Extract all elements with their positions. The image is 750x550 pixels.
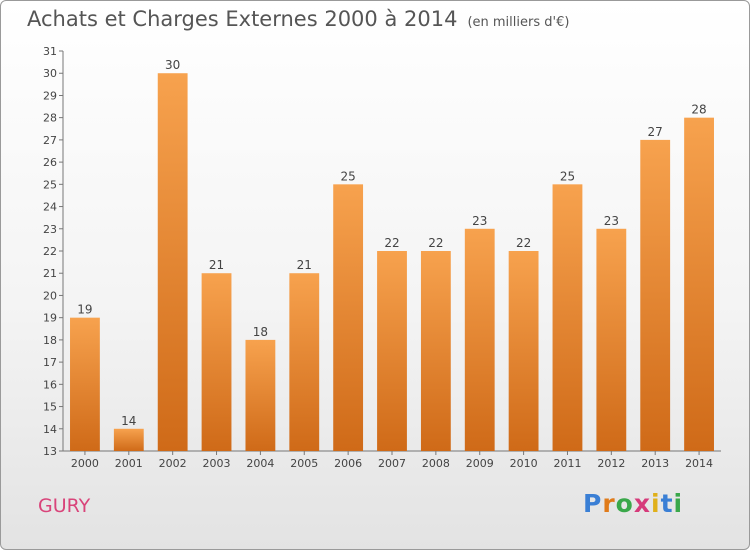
data-label: 21 [297, 258, 312, 272]
y-tick-label: 27 [43, 134, 57, 147]
x-tick-label: 2005 [290, 457, 318, 470]
logo-letter: i [673, 489, 684, 518]
logo-letter: x [633, 489, 651, 518]
bar [596, 228, 627, 451]
x-tick-label: 2014 [685, 457, 713, 470]
data-label: 18 [253, 325, 268, 339]
bar [552, 184, 583, 452]
data-label: 23 [604, 214, 619, 228]
logo-letter: i [651, 489, 661, 518]
data-label: 21 [209, 258, 224, 272]
data-label: 28 [691, 103, 706, 117]
logo-letter: r [602, 489, 616, 518]
bar [113, 428, 144, 451]
y-tick-label: 24 [43, 201, 57, 214]
data-label: 22 [384, 236, 399, 250]
y-tick-label: 29 [43, 89, 57, 102]
data-label: 25 [340, 169, 355, 183]
y-tick-label: 18 [43, 334, 57, 347]
x-tick-label: 2010 [510, 457, 538, 470]
y-tick-label: 20 [43, 289, 57, 302]
y-tick-label: 13 [43, 445, 57, 458]
x-tick-label: 2009 [466, 457, 494, 470]
data-label: 19 [77, 303, 92, 317]
bar [70, 317, 100, 451]
x-tick-label: 2006 [334, 457, 362, 470]
data-label: 14 [121, 414, 136, 428]
bar [245, 339, 276, 451]
y-tick-label: 26 [43, 156, 57, 169]
x-tick-label: 2000 [71, 457, 99, 470]
y-tick-label: 14 [43, 423, 57, 436]
y-tick-label: 23 [43, 223, 57, 236]
y-tick-label: 22 [43, 245, 57, 258]
y-tick-label: 28 [43, 112, 57, 125]
logo-letter: o [615, 489, 634, 518]
chart-title: Achats et Charges Externes 2000 à 2014 (e… [27, 7, 569, 31]
bar [377, 251, 407, 451]
x-axis: 2000 2001 2002 2003 2004 2005 2006 2007 2008 2009… [63, 450, 721, 470]
bar [333, 184, 364, 452]
data-label: 23 [472, 214, 487, 228]
y-axis: 13 14 15 16 17 18 19 20 21 22 23 24 25 26 27 28 29 30 31 [43, 45, 64, 458]
data-label: 27 [648, 125, 663, 139]
data-label: 22 [428, 236, 443, 250]
data-label: 25 [560, 169, 575, 183]
y-tick-label: 17 [43, 356, 57, 369]
data-labels: 19 14 30 21 18 21 25 22 22 23 22 25 23 27 28 [77, 58, 706, 428]
chart-title-text: Achats et Charges Externes 2000 à 2014 [27, 7, 458, 31]
y-tick-label: 19 [43, 312, 57, 325]
bar [289, 273, 320, 451]
y-tick-label: 31 [43, 45, 57, 58]
x-tick-label: 2013 [641, 457, 669, 470]
commune-name: GURY [38, 495, 91, 517]
data-label: 22 [516, 236, 531, 250]
x-tick-label: 2002 [159, 457, 187, 470]
y-tick-label: 30 [43, 67, 57, 80]
x-tick-label: 2003 [203, 457, 231, 470]
y-tick-label: 21 [43, 267, 57, 280]
x-tick-label: 2001 [115, 457, 143, 470]
data-label: 30 [165, 58, 180, 72]
bars [70, 73, 714, 452]
bar [201, 273, 232, 451]
proxiti-logo[interactable]: Proxiti [583, 489, 683, 518]
bar [464, 228, 495, 451]
y-tick-label: 15 [43, 401, 57, 414]
bar [420, 251, 451, 451]
y-tick-label: 16 [43, 378, 57, 391]
logo-letter: P [583, 489, 603, 518]
bar [640, 139, 671, 451]
x-tick-label: 2012 [597, 457, 625, 470]
chart-subtitle: (en milliers d'€) [467, 15, 570, 30]
x-tick-label: 2008 [422, 457, 450, 470]
x-tick-label: 2004 [246, 457, 274, 470]
bar [508, 251, 539, 451]
logo-letter: t [660, 489, 674, 518]
x-tick-label: 2007 [378, 457, 406, 470]
bar [157, 73, 188, 451]
y-tick-label: 25 [43, 178, 57, 191]
bar [684, 117, 714, 452]
x-tick-label: 2011 [553, 457, 581, 470]
